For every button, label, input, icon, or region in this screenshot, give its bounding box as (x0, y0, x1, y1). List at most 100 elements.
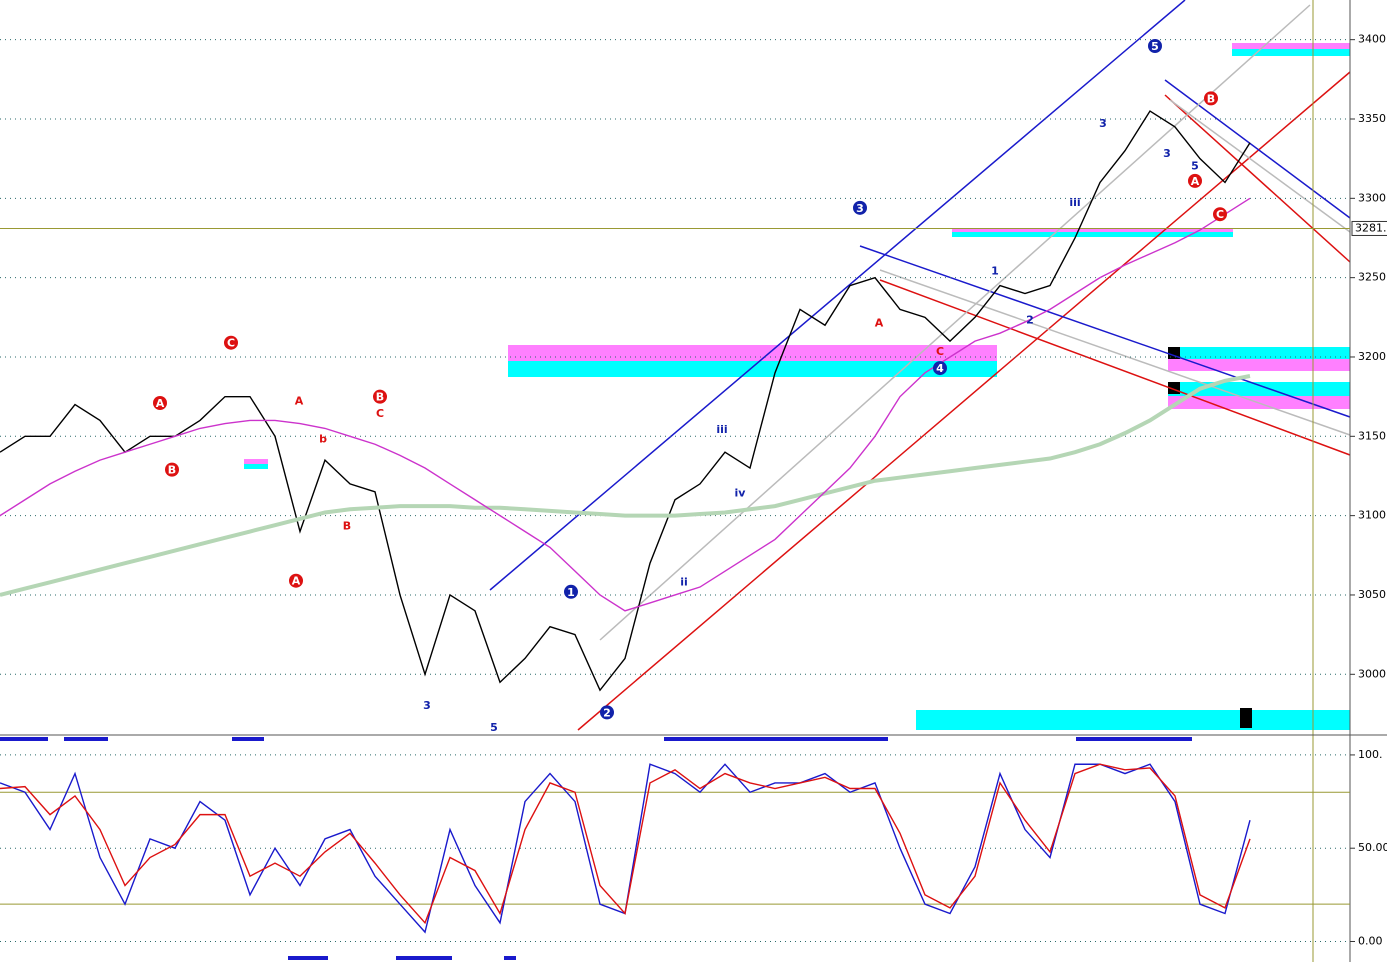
wave-label: A (289, 573, 303, 588)
wave-label: C (376, 407, 384, 420)
wave-label: 3 (1099, 117, 1107, 130)
wave-label-text: 3 (1099, 117, 1107, 130)
zone (508, 361, 997, 377)
wave-label: 3 (1163, 147, 1171, 160)
y-tick-label: 100. (1358, 748, 1383, 761)
wave-label-text: C (1216, 208, 1224, 221)
wave-label: B (343, 520, 351, 533)
y-tick-label: 3050 (1358, 588, 1386, 601)
wave-label-circle (153, 395, 167, 410)
wave-label: 3 (423, 699, 431, 712)
wave-label: B (373, 389, 387, 404)
y-tick-label: 3250 (1358, 271, 1386, 284)
wave-label-text: 1 (991, 264, 999, 277)
zone (952, 232, 1233, 237)
wave-label: C (1213, 207, 1227, 222)
wave-label-text: B (168, 464, 176, 477)
y-tick-label: 3400 (1358, 33, 1386, 46)
wave-label-text: A (295, 394, 304, 407)
wave-label-text: A (156, 397, 165, 410)
last-price-box (1351, 220, 1387, 236)
wave-label-circle (933, 361, 947, 376)
wave-label: A (153, 395, 167, 410)
y-tick-label: 0.00 (1358, 934, 1383, 947)
wave-label: 2 (600, 705, 614, 720)
wave-label-text: A (292, 575, 301, 588)
wave-label-text: 3 (1163, 147, 1171, 160)
wave-label: B (1204, 91, 1218, 106)
y-tick-label: 50.00 (1358, 841, 1387, 854)
wave-label: B (165, 462, 179, 477)
zone (1168, 359, 1350, 371)
wave-label-text: 3 (423, 699, 431, 712)
wave-label-circle (564, 584, 578, 599)
series-line (0, 763, 1251, 925)
last-price-label: 3281. (1355, 221, 1387, 234)
wave-label-text: C (227, 337, 235, 350)
wave-label: A (295, 394, 304, 407)
y-tick-label: 3350 (1358, 112, 1386, 125)
wave-label: A (875, 317, 884, 330)
zone (244, 464, 268, 469)
zone (916, 710, 1350, 730)
wave-label-text: 4 (936, 362, 944, 375)
wave-label-text: C (936, 345, 944, 358)
wave-label-text: 5 (1191, 160, 1199, 173)
wave-label-text: b (319, 432, 327, 445)
wave-label-circle (1148, 39, 1162, 54)
wave-label-circle (853, 200, 867, 215)
wave-label: C (936, 345, 944, 358)
y-tick-label: 3300 (1358, 191, 1386, 204)
wave-label-circle (373, 389, 387, 404)
wave-label-text: A (1191, 175, 1200, 188)
wave-label: 1 (991, 264, 999, 277)
y-tick-label: 3200 (1358, 350, 1386, 363)
wave-label-circle (289, 573, 303, 588)
wave-label: 2 (1026, 313, 1034, 326)
wave-label-text: C (376, 407, 384, 420)
wave-label-text: A (875, 317, 884, 330)
y-tick-label: 3100 (1358, 509, 1386, 522)
wave-label-text: 5 (1151, 40, 1159, 53)
wave-label: ii (680, 575, 688, 588)
wave-label-text: iv (735, 486, 747, 499)
wave-label-text: 1 (567, 586, 575, 599)
wave-label: iv (735, 486, 747, 499)
series-line (0, 110, 1251, 692)
wave-label-text: B (376, 391, 384, 404)
y-tick-label: 3000 (1358, 667, 1386, 680)
zone (1232, 43, 1350, 49)
signal-bars (0, 737, 1192, 960)
zone (1168, 347, 1350, 359)
wave-label-text: 5 (490, 721, 498, 734)
wave-label: C (224, 335, 238, 350)
zone (952, 228, 1233, 232)
zone (1232, 49, 1350, 56)
wave-label: b (319, 432, 327, 445)
wave-label-circle (1213, 207, 1227, 222)
wave-label-text: 3 (856, 202, 864, 215)
wave-label-circle (1188, 173, 1202, 188)
wave-label-text: B (1207, 92, 1215, 105)
wave-label: 1 (564, 584, 578, 599)
wave-label: 5 (1191, 160, 1199, 173)
wave-label-circle (224, 335, 238, 350)
wave-label-text: iii (1069, 196, 1080, 209)
trend-lines (489, 0, 1351, 731)
wave-label: 5 (490, 721, 498, 734)
wave-label: A (1188, 173, 1202, 188)
wave-label: iii (1069, 196, 1080, 209)
zone-marker (1240, 708, 1252, 728)
wave-label-circle (165, 462, 179, 477)
wave-label-text: 2 (603, 706, 611, 719)
zone (244, 459, 268, 464)
wave-label: 5 (1148, 39, 1162, 54)
series-line (0, 197, 1251, 612)
wave-label-circle (1204, 91, 1218, 106)
wave-label-text: iii (716, 423, 727, 436)
series-line (0, 374, 1251, 597)
y-tick-label: 3150 (1358, 429, 1386, 442)
wave-label-text: 2 (1026, 313, 1034, 326)
